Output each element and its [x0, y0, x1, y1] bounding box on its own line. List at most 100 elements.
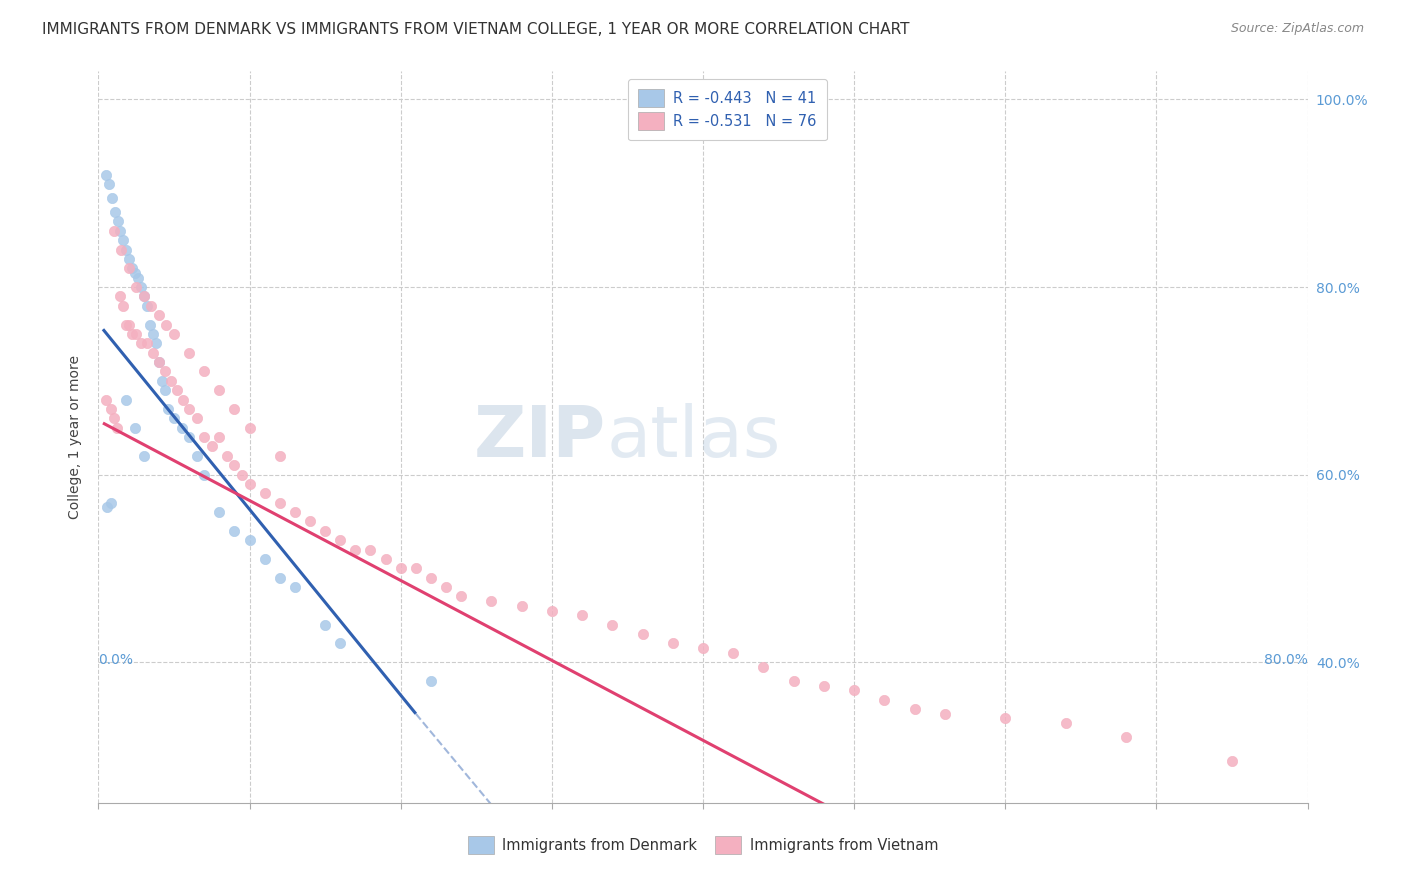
Point: [253, 552, 276, 566]
Point: [434, 580, 457, 594]
Point: [153, 364, 176, 378]
Point: [215, 449, 238, 463]
Point: [125, 326, 148, 341]
Point: [201, 440, 224, 454]
Point: [179, 430, 201, 444]
Y-axis label: College, 1 year or more: College, 1 year or more: [69, 355, 83, 519]
Text: 80.0%: 80.0%: [1264, 653, 1308, 667]
Point: [166, 383, 188, 397]
Point: [284, 505, 307, 519]
Point: [118, 318, 141, 332]
Point: [124, 420, 146, 434]
Point: [153, 383, 176, 397]
Point: [224, 524, 246, 538]
Point: [360, 542, 382, 557]
Point: [163, 411, 186, 425]
Point: [193, 467, 215, 482]
Point: [111, 299, 134, 313]
Point: [208, 430, 231, 444]
Point: [103, 411, 125, 425]
Point: [193, 364, 215, 378]
Point: [253, 486, 276, 500]
Point: [118, 252, 141, 266]
Point: [139, 318, 162, 332]
Point: [752, 660, 775, 674]
Point: [142, 345, 165, 359]
Point: [156, 401, 179, 416]
Text: 0.0%: 0.0%: [98, 653, 134, 667]
Point: [96, 500, 118, 515]
Point: [155, 318, 177, 332]
Point: [114, 243, 136, 257]
Point: [208, 505, 231, 519]
Point: [540, 603, 562, 617]
Point: [344, 542, 367, 557]
Point: [135, 336, 157, 351]
Text: atlas: atlas: [606, 402, 780, 472]
Point: [1220, 754, 1243, 768]
Point: [844, 683, 866, 698]
Point: [100, 401, 122, 416]
Point: [104, 205, 127, 219]
Point: [111, 233, 134, 247]
Point: [148, 355, 170, 369]
Point: [631, 627, 654, 641]
Point: [148, 355, 170, 369]
Point: [107, 214, 129, 228]
Point: [208, 383, 231, 397]
Point: [125, 280, 148, 294]
Point: [783, 673, 806, 688]
Text: IMMIGRANTS FROM DENMARK VS IMMIGRANTS FROM VIETNAM COLLEGE, 1 YEAR OR MORE CORRE: IMMIGRANTS FROM DENMARK VS IMMIGRANTS FR…: [42, 22, 910, 37]
Point: [1054, 716, 1077, 731]
Point: [405, 561, 427, 575]
Point: [148, 308, 170, 322]
Point: [873, 692, 896, 706]
Point: [224, 458, 246, 473]
Point: [132, 449, 155, 463]
Text: Source: ZipAtlas.com: Source: ZipAtlas.com: [1230, 22, 1364, 36]
Point: [179, 401, 201, 416]
Point: [160, 374, 183, 388]
Point: [101, 191, 124, 205]
Point: [389, 561, 412, 575]
Point: [329, 533, 352, 548]
Point: [132, 289, 155, 303]
Point: [105, 420, 128, 434]
Point: [94, 168, 117, 182]
Point: [904, 702, 927, 716]
Point: [314, 617, 336, 632]
Point: [284, 580, 307, 594]
Point: [141, 299, 163, 313]
Point: [170, 420, 193, 434]
Point: [571, 608, 593, 623]
Point: [692, 641, 714, 656]
Point: [142, 326, 165, 341]
Point: [239, 420, 262, 434]
Point: [420, 673, 443, 688]
Point: [239, 477, 262, 491]
Point: [224, 401, 246, 416]
Point: [163, 326, 186, 341]
Point: [110, 243, 132, 257]
Point: [299, 515, 322, 529]
Point: [269, 449, 291, 463]
Point: [127, 270, 149, 285]
Point: [193, 430, 215, 444]
Point: [172, 392, 194, 407]
Point: [124, 266, 146, 280]
Point: [98, 177, 121, 191]
Point: [121, 261, 143, 276]
Point: [420, 571, 443, 585]
Point: [118, 261, 141, 276]
Point: [450, 590, 472, 604]
Point: [103, 224, 125, 238]
Point: [94, 392, 117, 407]
Point: [481, 594, 503, 608]
Point: [186, 449, 208, 463]
Point: [602, 617, 624, 632]
Point: [114, 318, 136, 332]
Point: [179, 345, 201, 359]
Point: [329, 636, 352, 650]
Point: [150, 374, 173, 388]
Point: [510, 599, 533, 613]
